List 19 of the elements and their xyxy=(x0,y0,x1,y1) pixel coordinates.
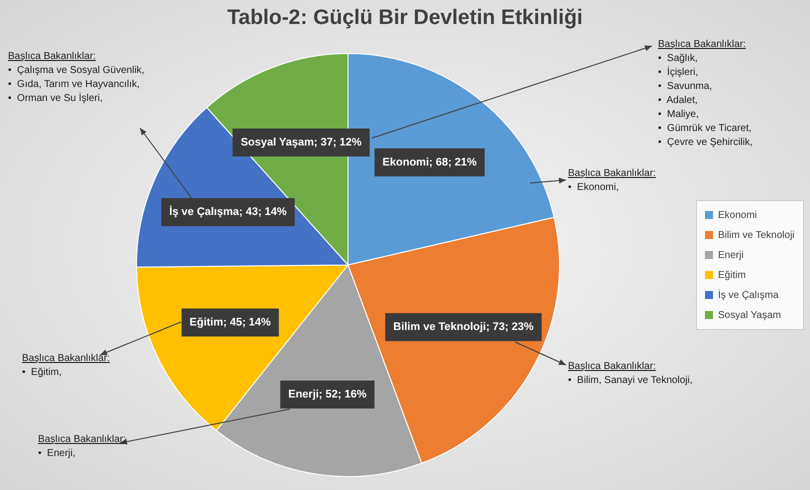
slice-label: Bilim ve Teknoloji xyxy=(717,228,796,242)
data-label: İş ve Çalışma; 43; 14% xyxy=(169,205,287,218)
text: Başlıca Bakanlıklar: • Sağlık, • İçişleri, • Savunma, • Adalet, • Maliye, • Gümrük ve Ticaret, • Çevre ve Şehircilik, xyxy=(658,38,753,150)
text: Başlıca Bakanlıklar: • Çalışma ve Sosyal Güvenlik, • Gıda, Tarım ve Hayvancılık, • Orman ve Su İşleri, xyxy=(8,50,144,106)
legend-label: Enerji xyxy=(717,248,745,262)
data-label: Bilim ve Teknoloji; 73; 23% xyxy=(393,321,534,334)
legend-label: Sosyal Yaşam xyxy=(717,308,782,322)
data-label: Enerji; 52; 16% xyxy=(288,388,367,401)
data-label: Ekonomi; 68; 21% xyxy=(382,156,477,168)
text: Başlıca Bakanlıklar: • Eğitim, xyxy=(22,352,110,380)
text: Başlıca Bakanlıklar: • Enerji, xyxy=(38,433,126,461)
chart-title: Tablo-2: Güçlü Bir Devletin Etkinliği xyxy=(226,6,584,30)
legend-label: İş ve Çalışma xyxy=(717,288,780,302)
data-label: Eğitim; 45; 14% xyxy=(190,316,272,329)
data-label: Sosyal Yaşam; 37; 12% xyxy=(240,136,362,149)
text: Başlıca Bakanlıklar: • Bilim, Sanayi ve Teknoloji, xyxy=(568,360,692,388)
legend-label: Ekonomi xyxy=(717,208,758,222)
legend-label: Eğitim xyxy=(717,268,747,282)
text: Başlıca Bakanlıklar: • Ekonomi, xyxy=(568,167,656,195)
